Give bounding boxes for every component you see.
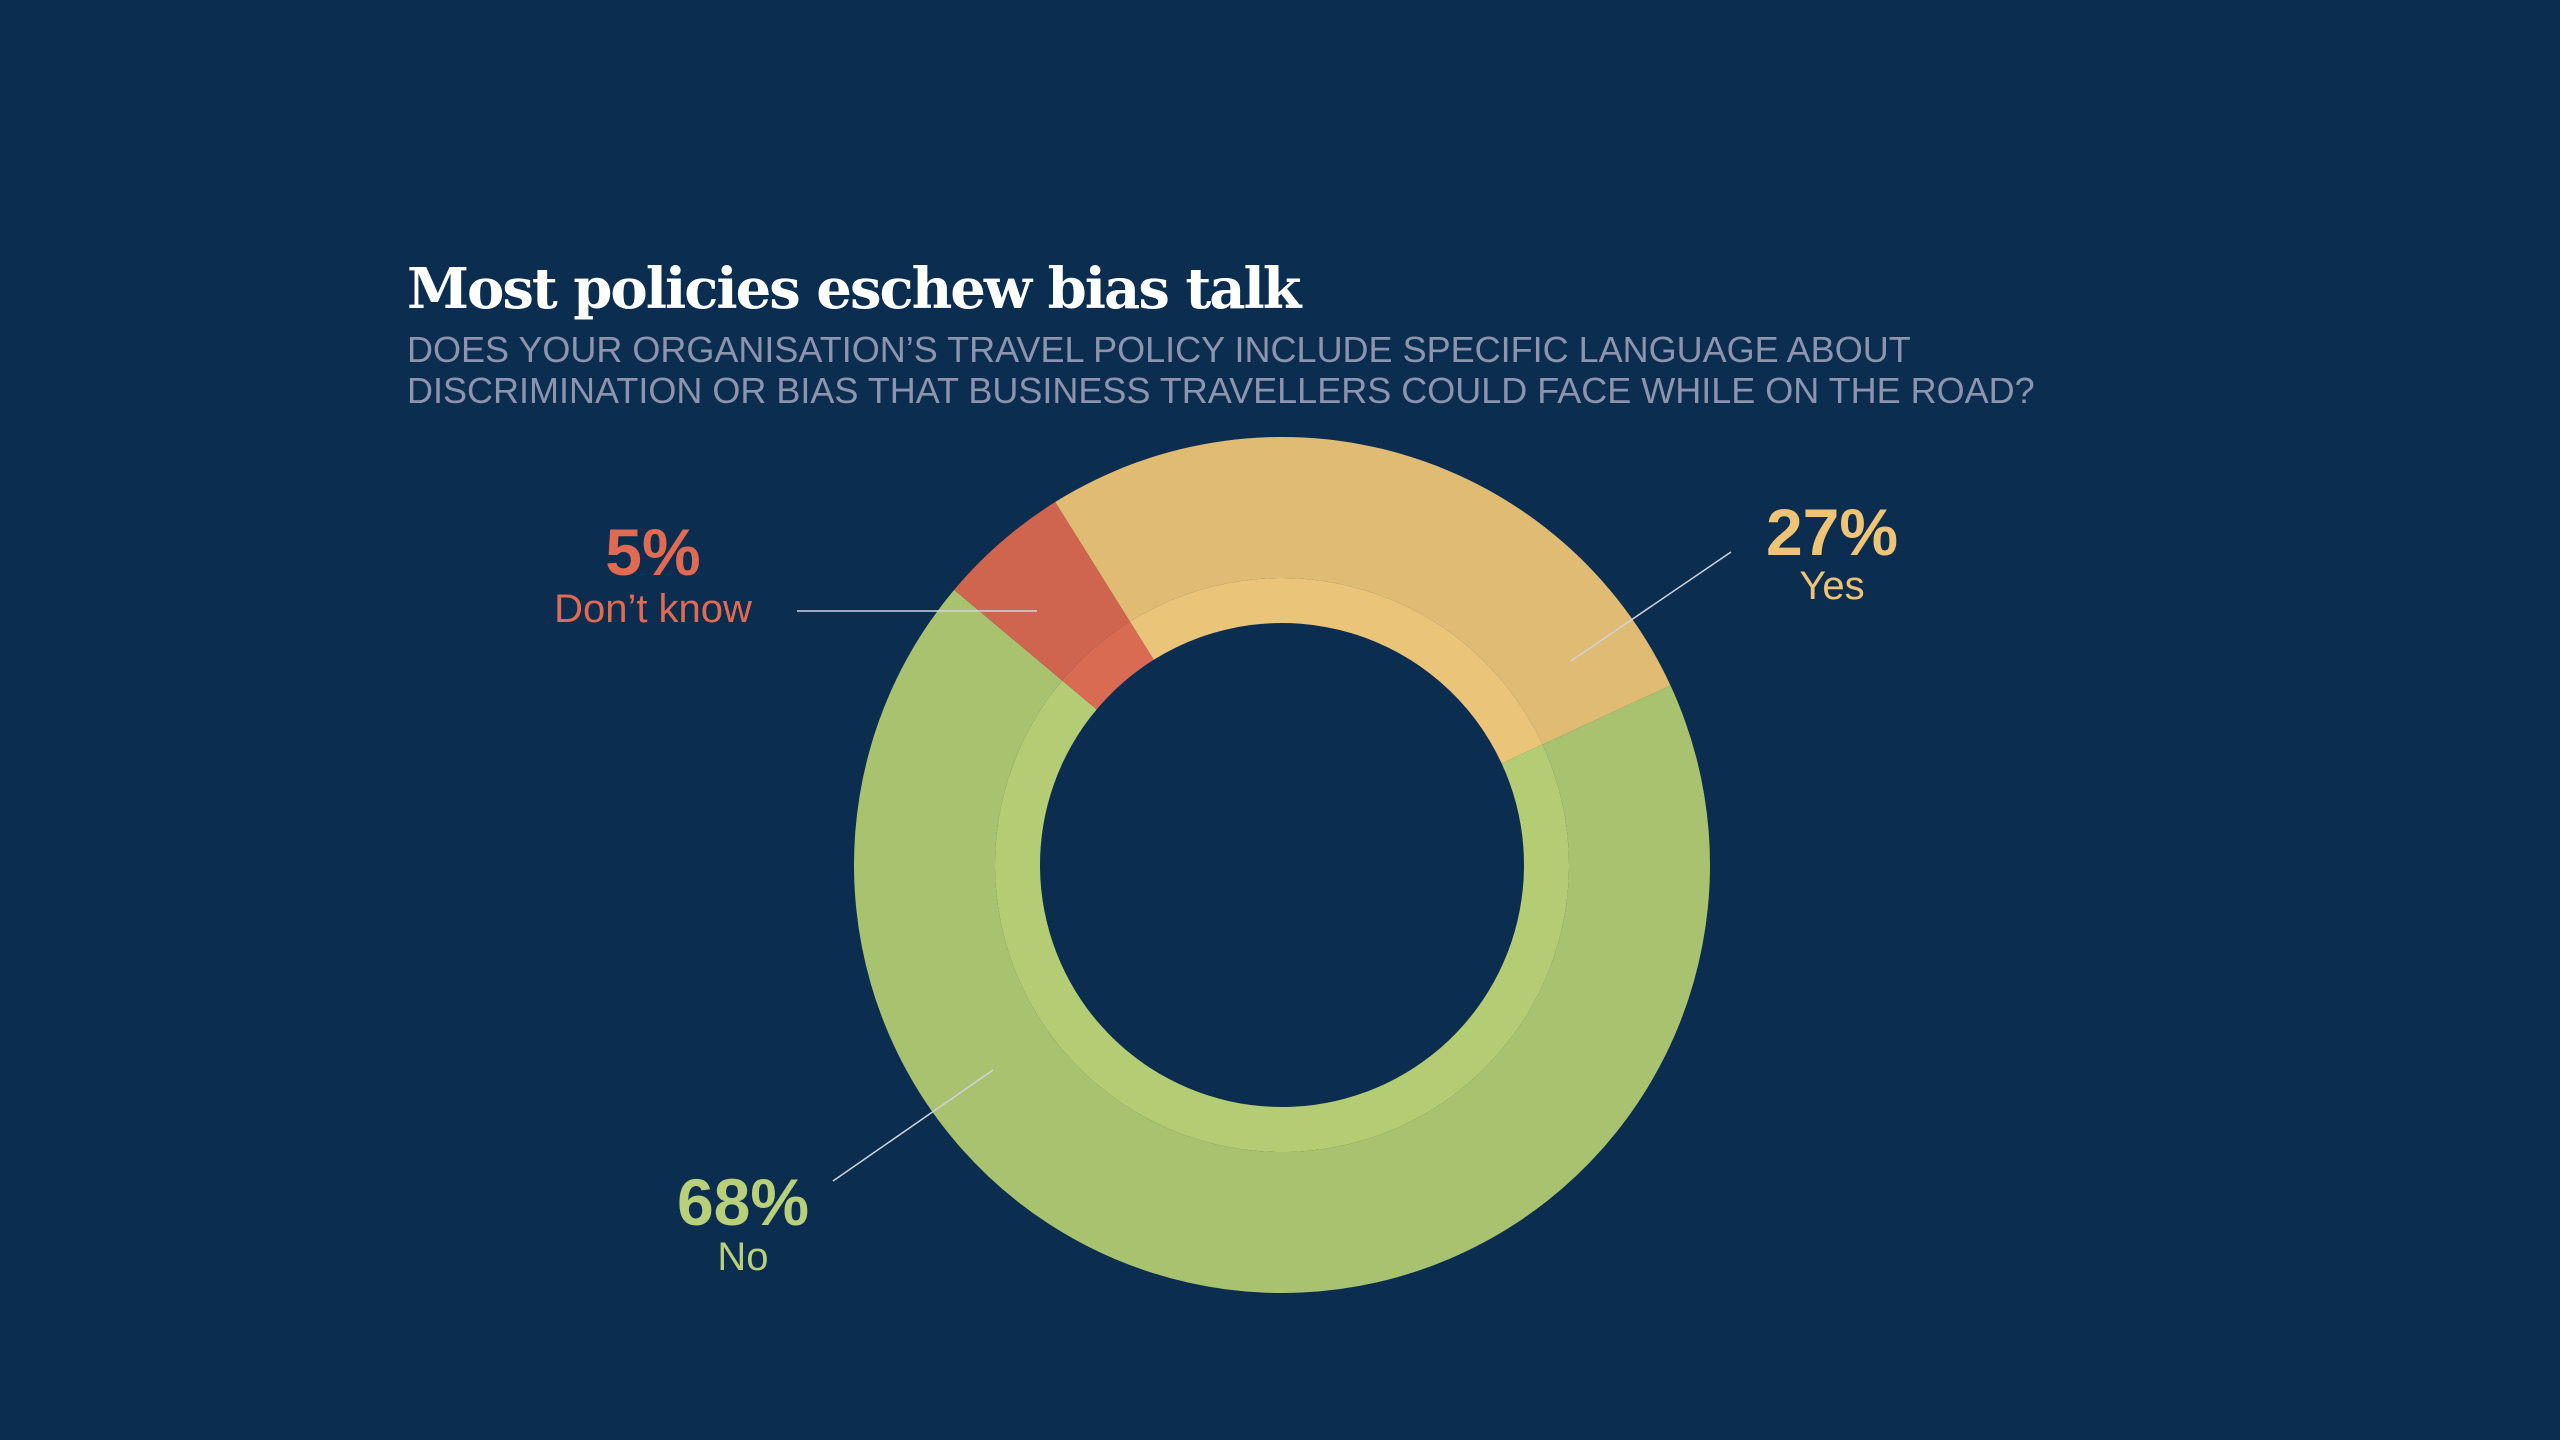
slice-inner-ring-dontknow (1062, 621, 1154, 710)
data-label-dontknow-value: 5% (605, 515, 700, 589)
donut-slices (854, 437, 1710, 1293)
slice-yes (1055, 437, 1671, 745)
data-label-yes-value: 27% (1766, 495, 1898, 569)
slice-no (854, 589, 1710, 1293)
chart-subtitle-line-1: DOES YOUR ORGANISATION’S TRAVEL POLICY I… (407, 329, 1911, 370)
data-label-no-name: No (717, 1235, 768, 1279)
slice-dontknow (954, 502, 1130, 681)
chart-title: Most policies eschew bias talk (407, 256, 1303, 322)
data-label-no-value: 68% (677, 1165, 809, 1239)
leader-line-no (832, 1069, 994, 1182)
data-label-yes-name: Yes (1799, 564, 1864, 608)
leader-line-yes (1570, 551, 1732, 662)
slice-inner-ring-yes (1129, 577, 1543, 764)
chart-subtitle-line-2: DISCRIMINATION OR BIAS THAT BUSINESS TRA… (407, 370, 2035, 411)
slice-inner-ring-no (995, 680, 1569, 1152)
data-label-dontknow-name: Don’t know (554, 587, 752, 631)
